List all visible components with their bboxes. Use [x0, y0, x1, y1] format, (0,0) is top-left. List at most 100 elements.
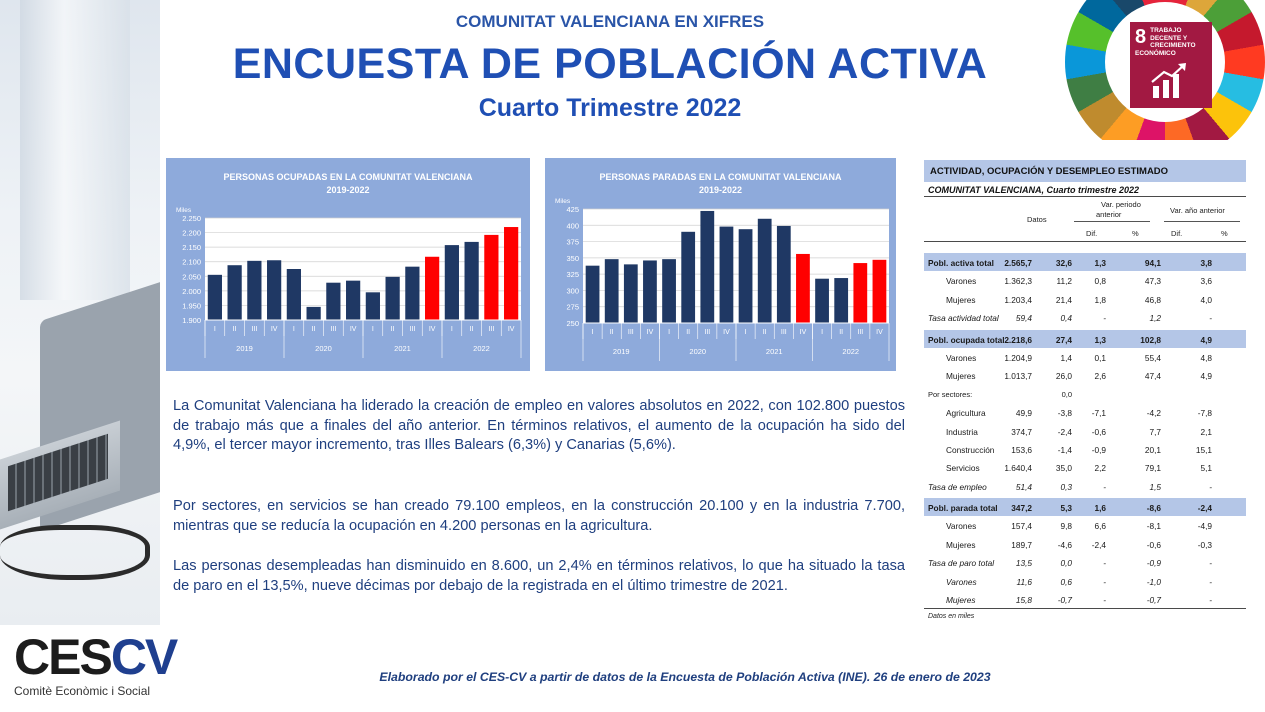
y-tick-label: 400 — [566, 221, 579, 230]
bar — [286, 269, 301, 320]
bar — [872, 259, 887, 323]
cell-label: Tasa actividad total — [928, 313, 999, 324]
cell-datos: 51,4 — [1015, 481, 1032, 492]
x-tick-quarter: I — [592, 329, 594, 336]
x-tick-year: 2021 — [766, 347, 783, 356]
cell-dif-anual: 47,3 — [1144, 276, 1161, 287]
x-tick-year: 2022 — [842, 347, 859, 356]
x-tick-quarter: III — [330, 326, 336, 333]
x-tick-quarter: II — [686, 329, 690, 336]
bar — [585, 265, 600, 323]
x-tick-quarter: IV — [876, 329, 883, 336]
cell-dif-periodo: 0,4 — [1060, 313, 1072, 324]
bar — [681, 231, 696, 323]
bar — [267, 260, 282, 320]
cell-label: Tasa de empleo — [928, 481, 987, 492]
x-tick-quarter: III — [628, 329, 634, 336]
cell-dif-periodo: -4,6 — [1057, 539, 1072, 550]
table-row: Mujeres 189,7 -4,6 -2,4 -0,6 -0,3 — [924, 535, 1246, 553]
bar — [700, 210, 715, 323]
cell-dif-periodo: -3,8 — [1057, 408, 1072, 419]
sdg-goal-box: 8 TRABAJO DECENTE Y CRECIMIENTO ECONÓMIC… — [1130, 22, 1212, 108]
x-tick-quarter: II — [763, 329, 767, 336]
bar — [365, 292, 380, 320]
x-tick-year: 2020 — [689, 347, 706, 356]
cell-pct-anual: - — [1209, 576, 1212, 587]
logo-subtitle: Comitè Econòmic i Social — [14, 684, 151, 698]
logo-mark-cv: CV — [110, 629, 178, 685]
x-tick-quarter: III — [857, 329, 863, 336]
paragraph-empleo: La Comunitat Valenciana ha liderado la c… — [173, 398, 905, 453]
cell-dif-periodo: 1,4 — [1060, 352, 1072, 363]
x-tick-quarter: IV — [350, 326, 357, 333]
bar — [306, 306, 321, 320]
bar — [227, 265, 242, 320]
cell-pct-anual: 4,9 — [1200, 371, 1212, 382]
bar — [484, 234, 499, 320]
cell-label: Agricultura — [946, 408, 986, 419]
growth-chart-icon — [1151, 63, 1186, 98]
x-tick-quarter: I — [668, 329, 670, 336]
cell-datos: 374,7 — [1011, 426, 1032, 437]
x-tick-year: 2019 — [236, 344, 253, 353]
bar — [776, 225, 791, 323]
cell-pct-anual: 4,8 — [1200, 352, 1212, 363]
paragraph-paro: Las personas desempleadas han disminuido… — [173, 558, 905, 594]
cell-pct-periodo: - — [1103, 558, 1106, 569]
cell-dif-anual: 1,2 — [1149, 313, 1161, 324]
page-kicker: COMUNITAT VALENCIANA EN XIFRES — [455, 12, 765, 31]
y-tick-label: 2.250 — [182, 214, 201, 223]
cell-dif-periodo: 27,4 — [1055, 334, 1072, 345]
cell-pct-anual: 3,6 — [1200, 276, 1212, 287]
cell-dif-periodo: 35,0 — [1055, 463, 1072, 474]
bar — [326, 282, 341, 320]
cell-dif-periodo: -2,4 — [1057, 426, 1072, 437]
x-tick-quarter: IV — [508, 326, 515, 333]
cell-dif-periodo: 0,0 — [1060, 558, 1072, 569]
table-row: Mujeres 15,8 -0,7 - -0,7 - — [924, 590, 1246, 608]
cell-pct-periodo: -7,1 — [1091, 408, 1106, 419]
cell-datos: 15,8 — [1015, 595, 1032, 606]
x-tick-quarter: IV — [723, 329, 730, 336]
x-tick-quarter: II — [391, 326, 395, 333]
cell-pct-periodo: 1,3 — [1094, 334, 1106, 345]
bar — [444, 245, 459, 320]
table-row: Tasa de paro total 13,5 0,0 - -0,9 - — [924, 553, 1246, 571]
cell-dif-anual: -8,6 — [1146, 503, 1161, 514]
logo-mark: CESCV — [14, 629, 178, 685]
x-tick-quarter: I — [745, 329, 747, 336]
bar — [346, 280, 361, 320]
chart-panel-ocupadas: PERSONAS OCUPADAS EN LA COMUNITAT VALENC… — [166, 158, 530, 371]
bar — [643, 260, 657, 323]
cell-label: Varones — [946, 276, 977, 287]
cell-pct-periodo: 2,6 — [1094, 371, 1106, 382]
y-tick-label: 300 — [566, 286, 579, 295]
x-tick-quarter: I — [451, 326, 453, 333]
cell-pct-periodo: 2,2 — [1094, 463, 1106, 474]
cell-pct-anual: -2,4 — [1197, 503, 1212, 514]
bar — [247, 260, 262, 320]
chart-subtitle: 2019-2022 — [698, 185, 743, 195]
header-photo — [0, 0, 160, 625]
cell-datos: 347,2 — [1011, 503, 1032, 514]
y-tick-label: 2.100 — [182, 258, 201, 267]
table-row: Pobl. activa total 2.565,7 32,6 1,3 94,1 3,8 — [924, 253, 1246, 272]
cescv-logo: CESCV Comitè Econòmic i Social — [14, 629, 178, 702]
cell-label: Varones — [946, 576, 977, 587]
bar — [504, 227, 519, 320]
cell-dif-periodo: 26,0 — [1055, 371, 1072, 382]
cell-pct-periodo: -0,9 — [1091, 444, 1106, 455]
bar — [662, 259, 676, 323]
x-tick-quarter: II — [470, 326, 474, 333]
logo-mark-ces: CES — [14, 629, 113, 685]
cell-label: Industria — [946, 426, 978, 437]
bar — [405, 266, 420, 320]
table-row: Industria 374,7 -2,4 -0,6 7,7 2,1 — [924, 422, 1246, 440]
cell-dif-anual: -1,0 — [1146, 576, 1161, 587]
sdg-number: 8 — [1135, 26, 1147, 48]
y-tick-label: 250 — [566, 319, 579, 328]
cell-dif-anual: 7,7 — [1149, 426, 1161, 437]
cell-pct-anual: 2,1 — [1200, 426, 1212, 437]
x-tick-quarter: III — [409, 326, 415, 333]
cell-dif-anual: 20,1 — [1144, 444, 1161, 455]
